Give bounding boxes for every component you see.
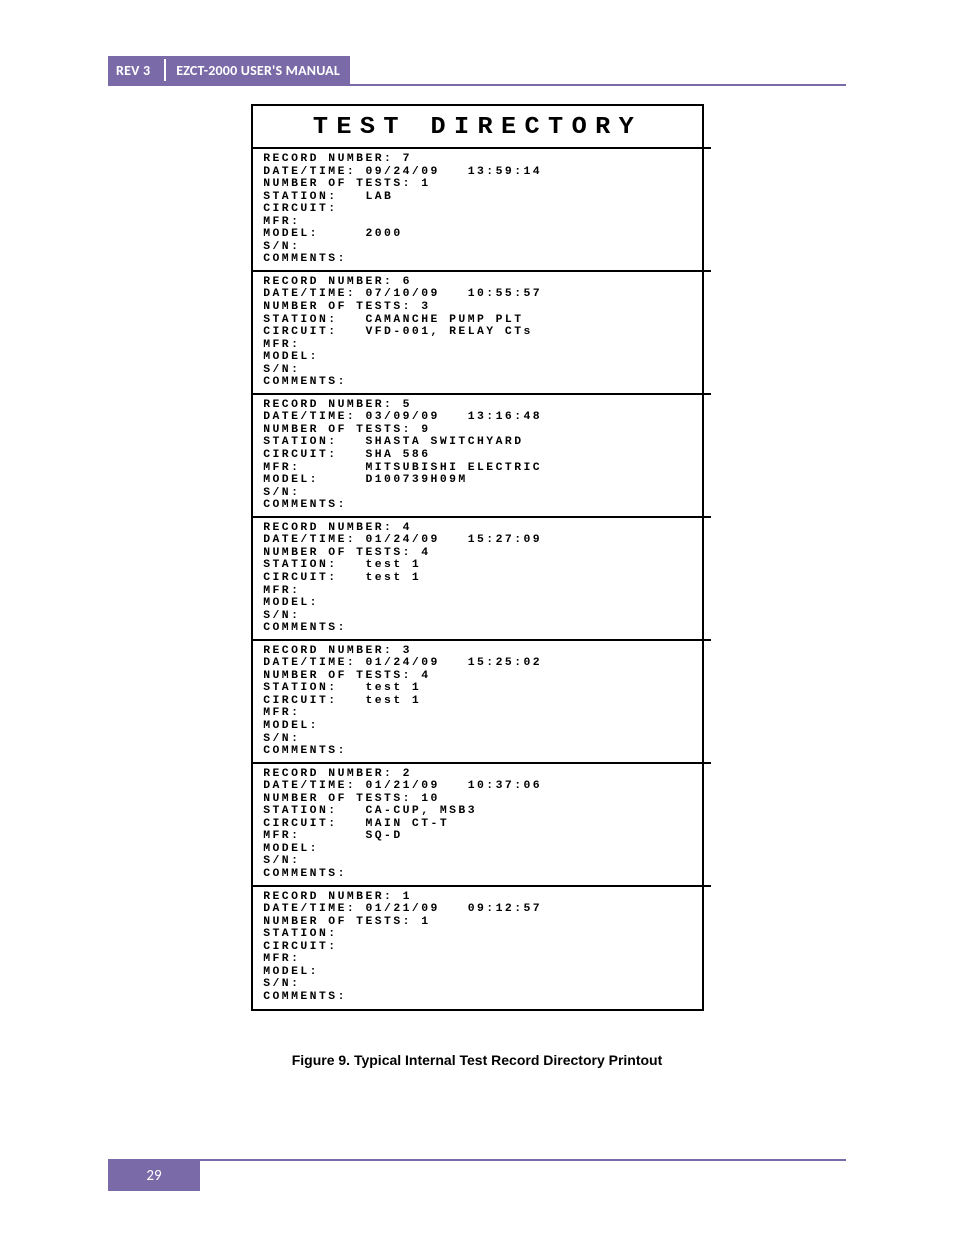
footer-rule: [108, 1159, 846, 1161]
record-block: RECORD NUMBER: 3 DATE/TIME: 01/24/09 15:…: [253, 639, 711, 762]
header-divider: [164, 59, 166, 81]
record-block: RECORD NUMBER: 2 DATE/TIME: 01/21/09 10:…: [253, 762, 711, 885]
figure-caption: Figure 9. Typical Internal Test Record D…: [0, 1052, 954, 1068]
header-title: EZCT-2000 USER'S MANUAL: [176, 62, 340, 79]
records-container: RECORD NUMBER: 7 DATE/TIME: 09/24/09 13:…: [253, 147, 702, 1007]
header-rev: REV 3: [116, 62, 150, 79]
record-block: RECORD NUMBER: 5 DATE/TIME: 03/09/09 13:…: [253, 393, 711, 516]
page-number: 29: [108, 1161, 200, 1191]
header-rule: [108, 84, 846, 86]
page-header: REV 3 EZCT-2000 USER'S MANUAL: [108, 56, 350, 84]
printout-frame: TEST DIRECTORY RECORD NUMBER: 7 DATE/TIM…: [251, 104, 704, 1011]
printout-title: TEST DIRECTORY: [242, 110, 713, 147]
record-block: RECORD NUMBER: 4 DATE/TIME: 01/24/09 15:…: [253, 516, 711, 639]
record-block: RECORD NUMBER: 6 DATE/TIME: 07/10/09 10:…: [253, 270, 711, 393]
record-block: RECORD NUMBER: 1 DATE/TIME: 01/21/09 09:…: [253, 885, 711, 1008]
record-block: RECORD NUMBER: 7 DATE/TIME: 09/24/09 13:…: [253, 147, 711, 270]
